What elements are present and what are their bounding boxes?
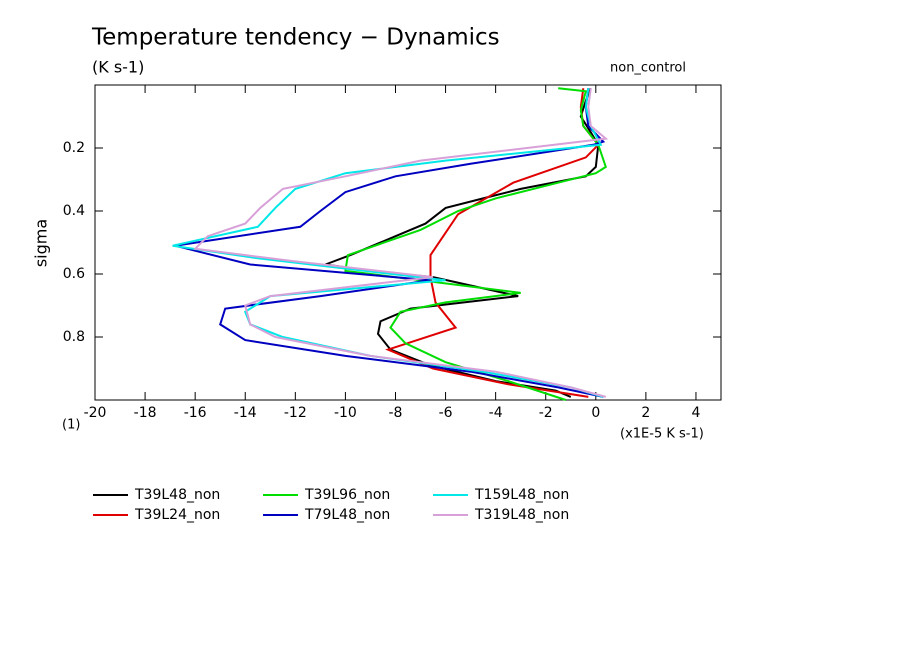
x-tick-label: -10	[334, 405, 357, 421]
legend-label: T39L24_non	[134, 507, 220, 523]
y-axis-label: sigma	[32, 219, 51, 267]
x-axis-label: (x1E-5 K s-1)	[620, 427, 704, 442]
legend-label: T319L48_non	[474, 507, 569, 523]
y-tick-label: 0.4	[63, 203, 85, 219]
x-tick-label: -6	[439, 405, 453, 421]
x-scale-label: (1)	[62, 418, 80, 433]
series-line	[193, 88, 609, 398]
series-line	[344, 87, 608, 401]
annotation: non_control	[610, 61, 686, 76]
x-tick-label: -12	[284, 405, 307, 421]
legend-label: T159L48_non	[474, 487, 569, 503]
y-tick-label: 0.6	[63, 266, 85, 282]
y-tick-label: 0.8	[63, 329, 85, 345]
x-tick-label: -20	[84, 405, 107, 421]
legend-label: T39L96_non	[304, 487, 390, 503]
x-tick-label: -2	[539, 405, 553, 421]
x-tick-label: -16	[184, 405, 207, 421]
plot-frame	[94, 84, 722, 401]
x-tick-label: 4	[691, 405, 700, 421]
chart-title: Temperature tendency − Dynamics	[91, 25, 500, 51]
x-tick-label: -8	[388, 405, 402, 421]
x-tick-label: -4	[489, 405, 503, 421]
legend-label: T39L48_non	[134, 487, 220, 503]
x-tick-label: -18	[134, 405, 157, 421]
x-tick-label: -14	[234, 405, 257, 421]
y-tick-label: 0.2	[63, 140, 85, 156]
chart-subtitle: (K s-1)	[92, 58, 144, 77]
legend-label: T79L48_non	[304, 507, 390, 523]
x-tick-label: 2	[641, 405, 650, 421]
series-line	[325, 87, 600, 398]
x-tick-label: 0	[591, 405, 600, 421]
